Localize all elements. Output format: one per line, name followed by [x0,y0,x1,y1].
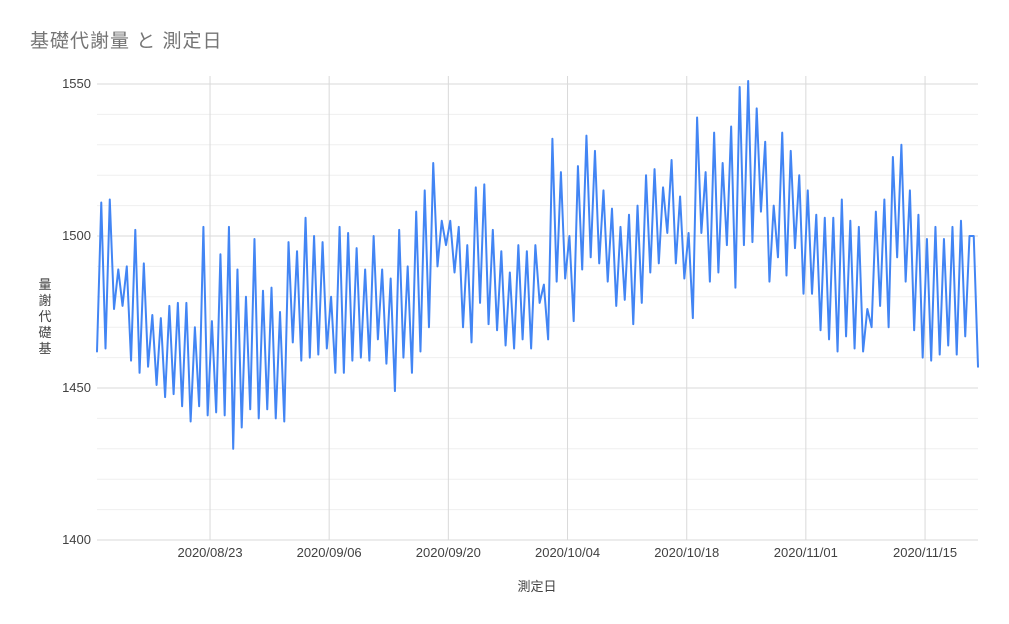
y-axis-tick-label: 1550 [62,76,91,91]
y-axis-title-char: 礎 [38,325,52,340]
x-axis-tick-label: 2020/10/04 [534,545,601,560]
y-axis-title: 量謝代礎基 [37,277,53,357]
y-axis-title-char: 代 [38,309,52,324]
x-axis-tick-label: 2020/09/20 [415,545,481,560]
y-axis-tick-label: 1400 [62,532,91,547]
series-line [96,79,979,450]
x-axis-tick-label: 2020/10/18 [654,545,720,560]
x-axis-tick-label: 2020/08/23 [177,545,243,560]
y-axis-tick-label: 1500 [62,228,91,243]
y-axis-tick-label: 1450 [62,380,91,395]
x-axis-tick-label: 2020/11/01 [773,545,838,560]
y-axis-title-char: 謝 [38,293,52,308]
y-axis-title-char: 基 [38,341,52,356]
chart-title: 基礎代謝量 と 測定日 [30,31,223,52]
x-axis-title: 測定日 [517,579,557,594]
y-axis-title-char: 量 [38,277,52,292]
x-axis-tick-label: 2020/11/15 [892,545,958,560]
x-axis-tick-label: 2020/09/06 [296,545,362,560]
